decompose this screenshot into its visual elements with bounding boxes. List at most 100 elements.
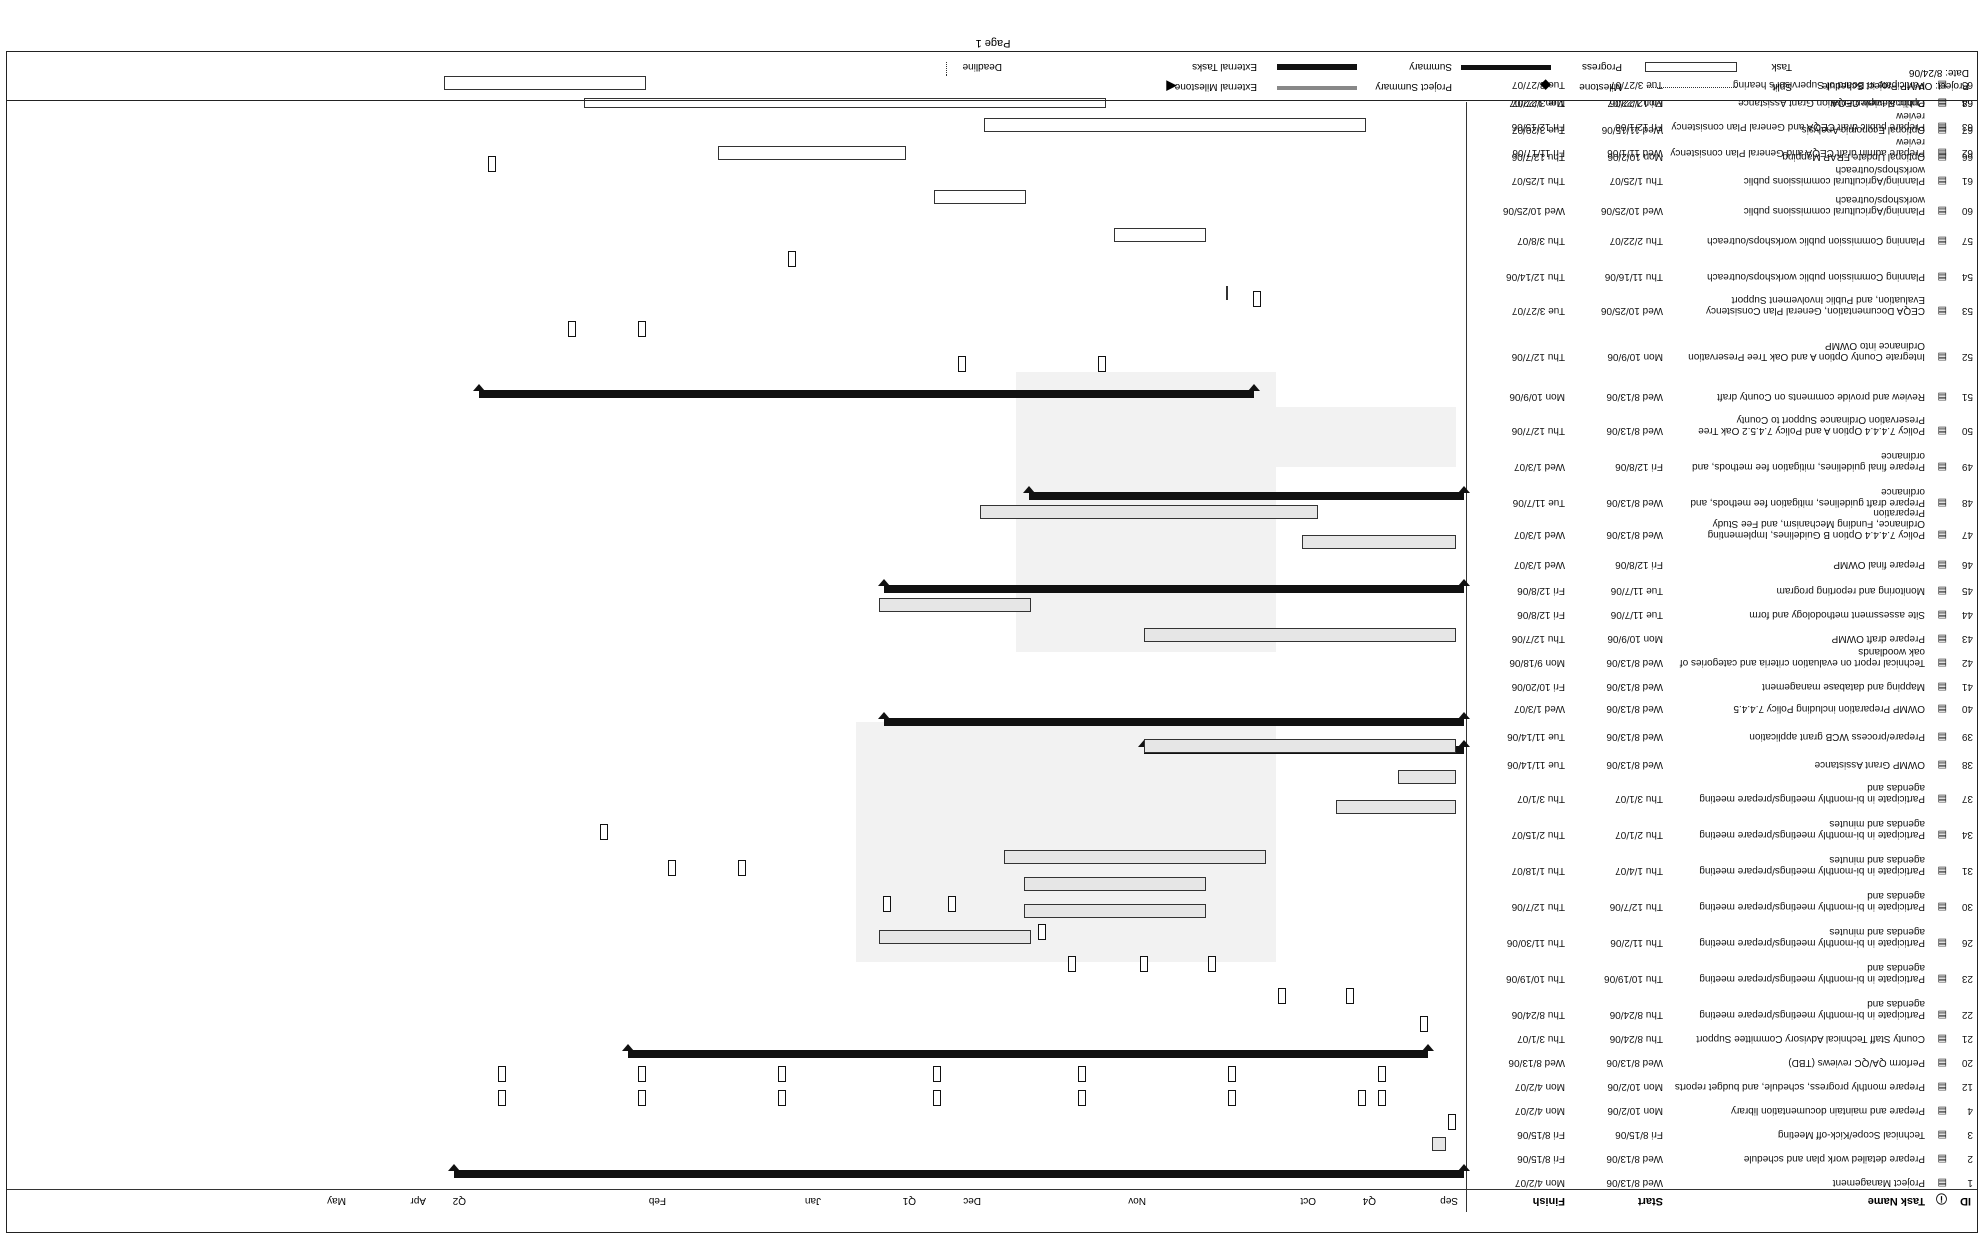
header-finish: Finish [1532,1195,1565,1207]
row-indicator-icon: ▤ [1937,1129,1947,1140]
table-row[interactable]: 52 ▤ Integrate County Option A and Oak Tre… [1467,338,1977,362]
row-id: 67 [1961,124,1973,135]
table-row[interactable]: 47 ▤ Policy 7.4.4.4 Option B Guidelines, I… [1467,507,1977,540]
row-task-name: Prepare final guidelines, mitigation fee… [1692,450,1925,472]
summary-bar-project-management [454,1170,1464,1178]
milestone-marker [1208,956,1216,972]
table-row[interactable]: 12 ▤ Prepare monthly progress, schedule, a… [1467,1068,1977,1092]
table-row[interactable]: 44 ▤ Site assessment methodology and form T… [1467,596,1977,620]
table-row[interactable]: 54 ▤ Planning Commission public workshops/… [1467,258,1977,282]
row-start: Wed 10/25/06 [1600,305,1663,316]
row-finish: Wed 1/3/07 [1514,461,1565,472]
row-start: Wed 8/13/06 [1606,425,1663,436]
table-row[interactable]: 42 ▤ Technical report on evaluation criter… [1467,644,1977,668]
milestone-marker [668,860,676,876]
task-bar-admin-draft-ceqa [1114,228,1206,242]
table-row[interactable]: 67 ▤ Optional Economic Analysis Wed 11/15/0… [1467,111,1977,135]
row-indicator-icon: ▤ [1937,124,1947,135]
table-row[interactable]: 1 ▤ Project Management Wed 8/13/06 Mon 4/2/0… [1467,1164,1977,1188]
row-indicator-icon: ▤ [1937,1057,1947,1068]
row-task-name: Site assessment methodology and form [1749,609,1925,620]
table-row[interactable]: 49 ▤ Prepare final guidelines, mitigation … [1467,448,1977,472]
row-id: 22 [1961,1009,1973,1020]
row-indicator-icon: ▤ [1937,901,1947,912]
table-row[interactable]: 39 ▤ Prepare/process WCB grant application… [1467,718,1977,742]
row-id: 2 [1967,1153,1973,1164]
row-task-name: Prepare draft guidelines, mitigation fee… [1690,486,1925,508]
table-row[interactable]: 4 ▤ Prepare and maintain documentation lib… [1467,1092,1977,1116]
table-row[interactable]: 3 ▤ Technical Scope/Kick-off Meeting Fri 8/… [1467,1116,1977,1140]
table-row[interactable]: 26 ▤ Participate in bi-monthly meetings/pr… [1467,924,1977,948]
row-finish: Fri 12/8/06 [1517,585,1565,596]
table-row[interactable]: 66 ▤ Optional Update FRAP Mapping Mon 10/2/… [1467,138,1977,162]
summary-swatch [1277,64,1357,70]
table-row[interactable]: 40 ▤ OWMP Preparation including Policy 7.4… [1467,690,1977,714]
row-finish: Mon 4/2/07 [1514,1081,1565,1092]
table-row[interactable]: 22 ▤ Participate in bi-monthly meetings/pr… [1467,996,1977,1020]
timescale-sep: Sep [1440,1195,1458,1206]
table-row[interactable]: 60 ▤ Planning/Agricultural commissions pub… [1467,192,1977,216]
table-row[interactable]: 61 ▤ Planning/Agricultural commissions pub… [1467,162,1977,186]
row-start: Wed 8/13/06 [1606,657,1663,668]
row-indicator-icon: ▤ [1937,1009,1947,1020]
table-row[interactable]: 50 ▤ Policy 7.4.4.4 Option A and Policy 7.… [1467,412,1977,436]
timescale-q4: Q4 [1362,1195,1376,1206]
summary-bar-option-b [884,585,1464,593]
table-row[interactable]: 20 ▤ Perform QA/QC reviews (TBD) Wed 8/13/0… [1467,1044,1977,1068]
milestone-marker [788,251,796,267]
row-task-name: Participate in bi-monthly meetings/prepa… [1699,818,1925,840]
row-task-name: Monitoring and reporting program [1776,585,1925,596]
row-indicator-icon: ▤ [1937,461,1947,472]
table-row[interactable]: 23 ▤ Participate in bi-monthly meetings/pr… [1467,960,1977,984]
row-start: Thu 12/7/06 [1609,901,1663,912]
row-indicator-icon: ▤ [1937,559,1947,570]
row-task-name: OWMP Grant Assistance [1814,759,1925,770]
row-start: Thu 11/16/06 [1604,271,1663,282]
table-row[interactable]: 2 ▤ Prepare detailed work plan and schedul… [1467,1140,1977,1164]
table-row[interactable]: 31 ▤ Participate in bi-monthly meetings/pr… [1467,852,1977,876]
table-row[interactable]: 45 ▤ Monitoring and reporting program Tue 1… [1467,572,1977,596]
row-id: 66 [1961,151,1973,162]
row-indicator-icon: ▤ [1937,937,1947,948]
table-row[interactable]: 30 ▤ Participate in bi-monthly meetings/pr… [1467,888,1977,912]
summary-bar-option-a [1029,492,1464,500]
table-row[interactable]: 34 ▤ Participate in bi-monthly meetings/pr… [1467,816,1977,840]
progress-swatch [1461,65,1551,70]
row-start: Mon 10/9/06 [1607,633,1663,644]
row-task-name: Optional Update FRAP Mapping [1782,151,1925,162]
row-start: Thu 11/2/06 [1610,937,1663,948]
row-id: 40 [1961,703,1973,714]
row-start: Wed 10/25/06 [1600,205,1663,216]
milestone-marker [568,321,576,337]
row-finish: Thu 12/7/06 [1511,425,1565,436]
table-row[interactable]: 21 ▤ County Staff Technical Advisory Commi… [1467,1020,1977,1044]
table-row[interactable]: 43 ▤ Prepare draft OWMP Mon 10/9/06 Thu 12/7… [1467,620,1977,644]
row-task-name: Prepare detailed work plan and schedule [1743,1153,1925,1164]
row-indicator-icon: ▤ [1937,305,1947,316]
task-bar [1432,1137,1446,1151]
table-row[interactable]: 53 ▤ CEQA Documentation, General Plan Cons… [1467,292,1977,316]
row-finish: Mon 9/18/06 [1509,657,1565,668]
timescale-feb: Feb [648,1195,666,1206]
table-row[interactable]: 38 ▤ OWMP Grant Assistance Wed 8/13/06 Tue 1… [1467,746,1977,770]
task-table: ID ⓘ Task Name Start Finish 1 ▤ Project Ma… [1466,79,1977,1212]
legend-external-tasks-label: External Tasks [1192,61,1257,72]
row-start: Thu 2/22/07 [1609,235,1663,246]
row-task-name: Policy 7.4.4.4 Option B Guidelines, Impl… [1707,507,1925,540]
table-row[interactable]: 57 ▤ Planning Commission public workshops/… [1467,222,1977,246]
table-row[interactable]: 48 ▤ Prepare draft guidelines, mitigation … [1467,484,1977,508]
row-finish: Fri 10/20/06 [1511,681,1565,692]
table-row[interactable]: 46 ▤ Prepare final OWMP Fri 12/8/06 Wed 1/3/… [1467,546,1977,570]
row-indicator-icon: ▤ [1937,633,1947,644]
timescale-dec: Dec [963,1195,981,1206]
row-start: Mon 10/2/06 [1607,1105,1663,1116]
row-indicator-icon: ▤ [1937,681,1947,692]
row-start: Wed 8/13/06 [1606,731,1663,742]
table-row[interactable]: 51 ▤ Review and provide comments on County… [1467,378,1977,402]
milestone-marker [1420,1016,1428,1032]
row-start: Wed 8/13/06 [1606,1057,1663,1068]
timescale-oct: Oct [1300,1195,1316,1206]
table-row[interactable]: 41 ▤ Mapping and database management Wed 8/… [1467,668,1977,692]
table-row[interactable]: 37 ▤ Participate in bi-monthly meetings/pr… [1467,780,1977,804]
row-start: Wed 8/13/06 [1606,703,1663,714]
